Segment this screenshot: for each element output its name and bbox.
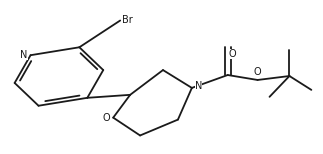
Text: N: N	[20, 50, 27, 60]
Text: O: O	[103, 113, 110, 123]
Text: N: N	[195, 81, 202, 91]
Text: Br: Br	[122, 14, 133, 24]
Text: O: O	[254, 67, 261, 77]
Text: O: O	[229, 49, 236, 59]
